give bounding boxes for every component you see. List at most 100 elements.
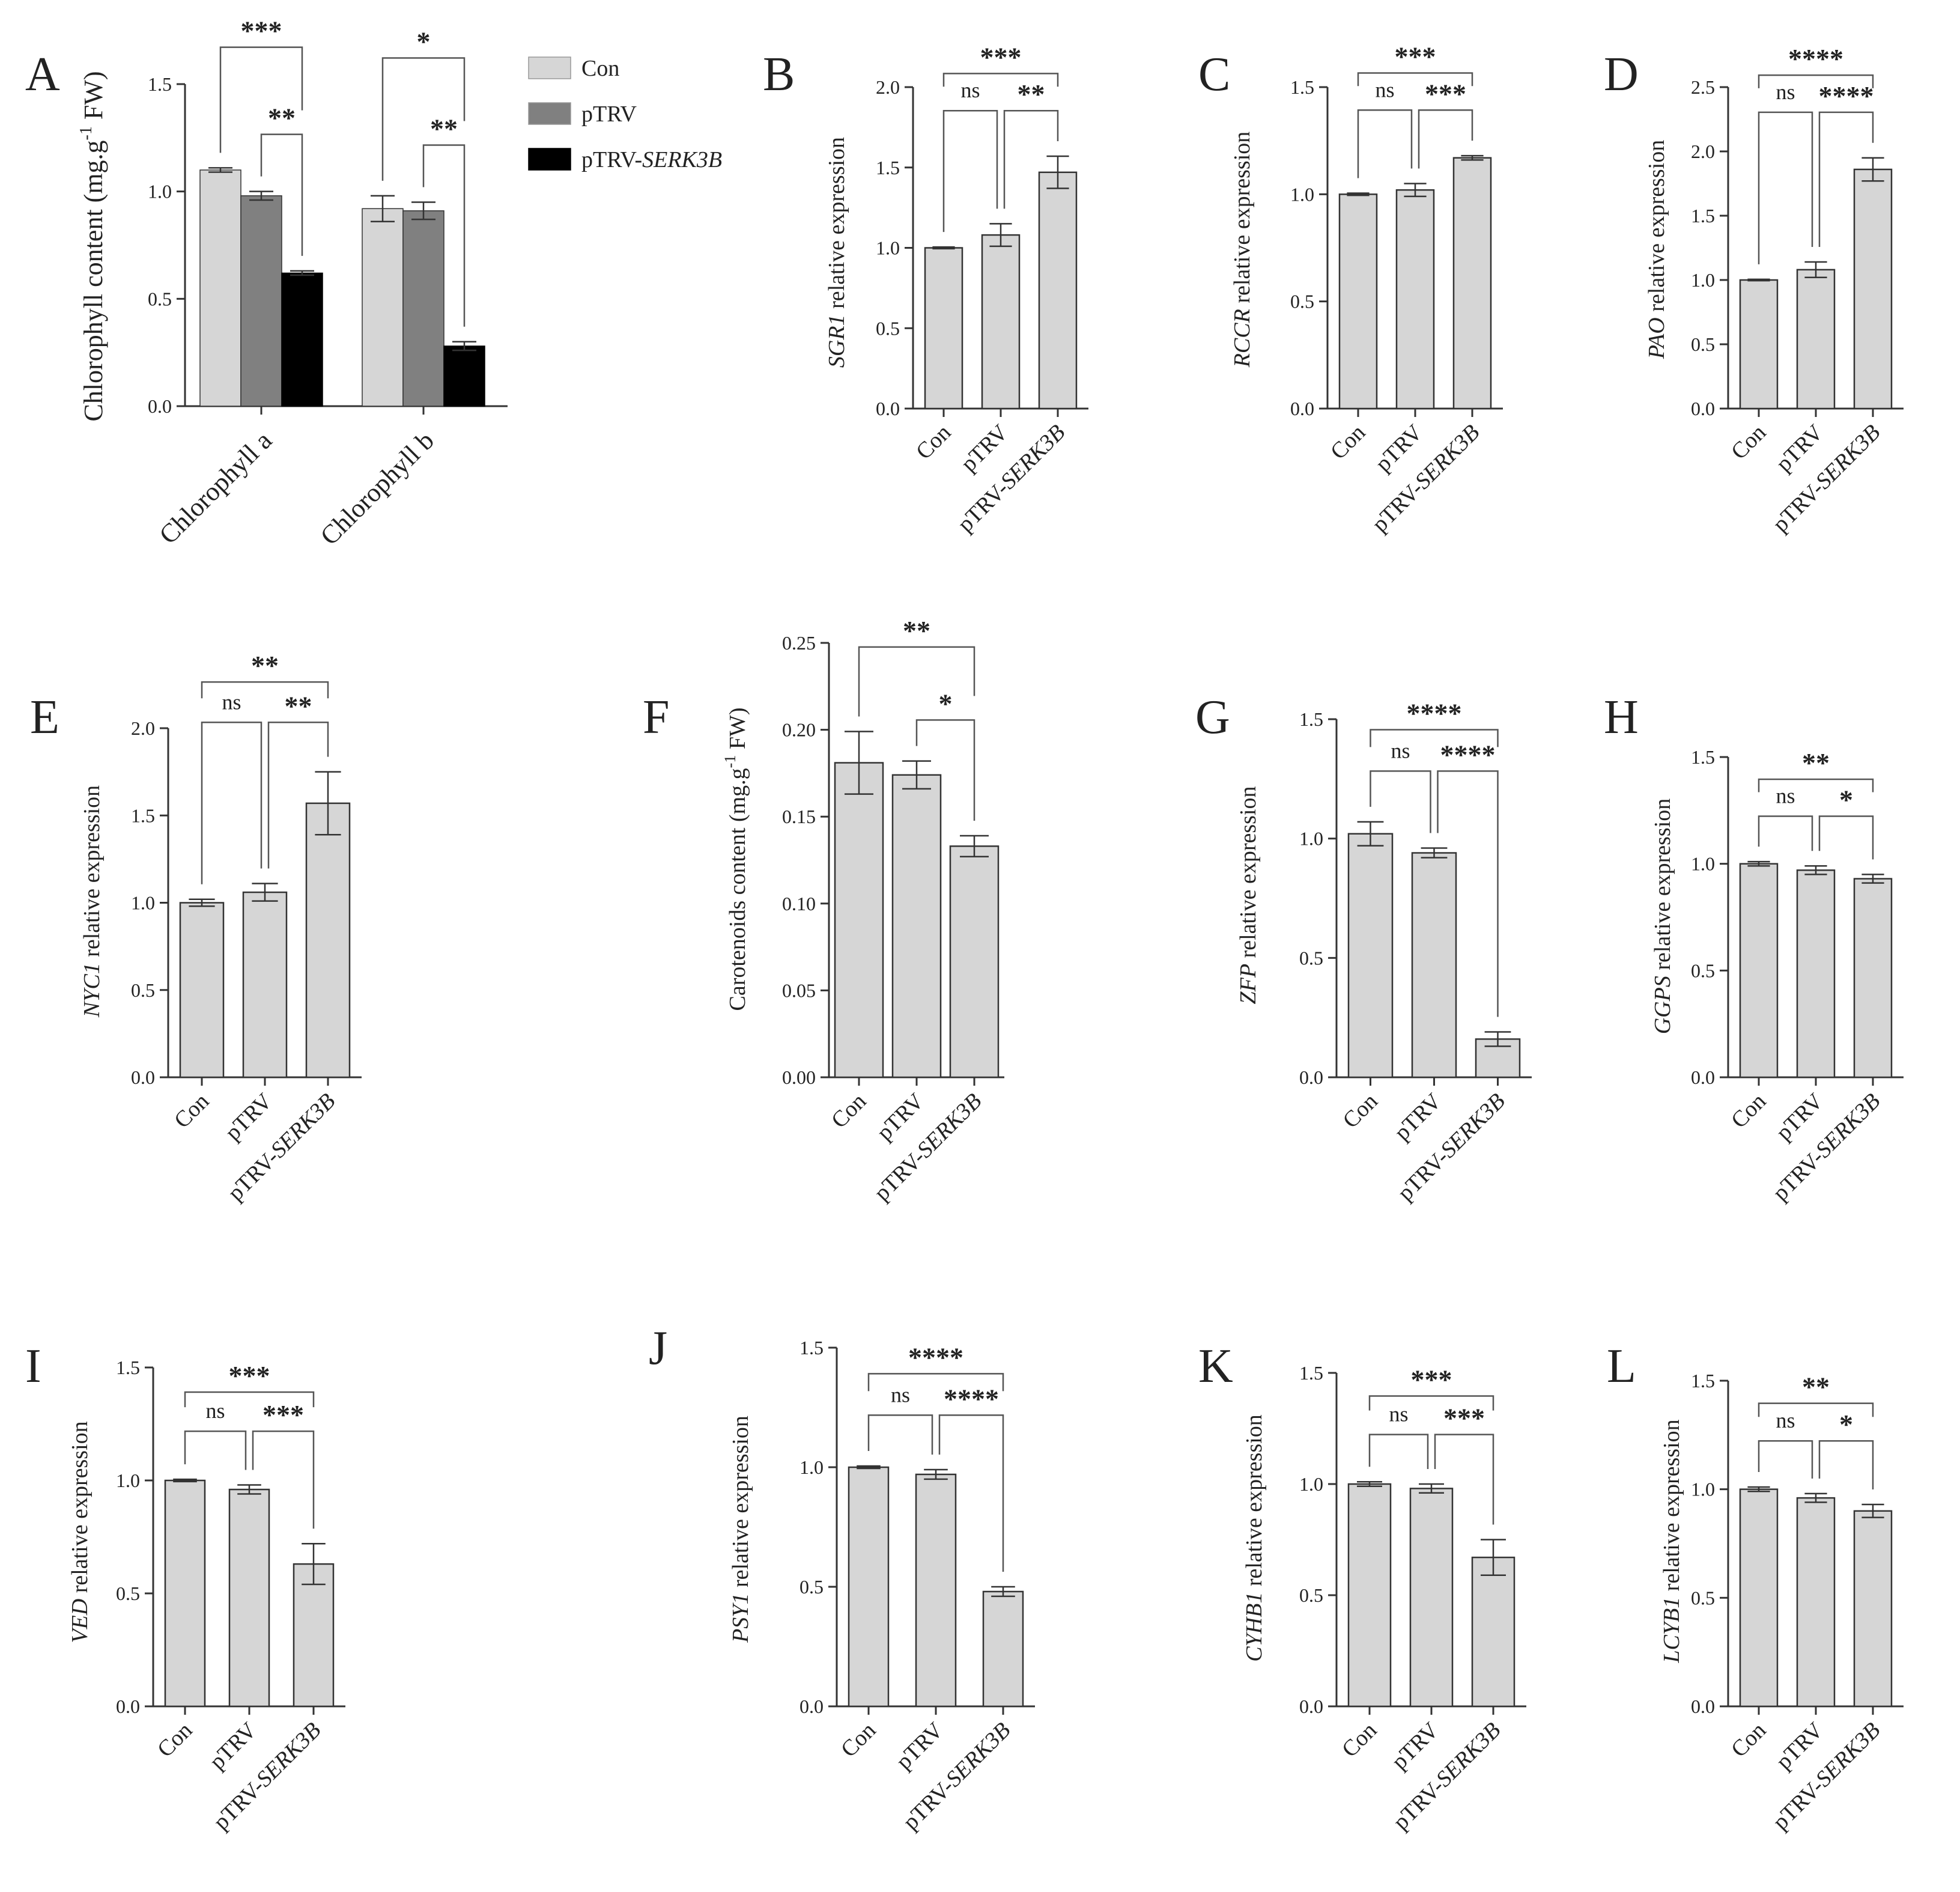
sig-pair-bracket xyxy=(1434,1434,1494,1525)
panel-B: B SGR1 relative expression 0.0 0.5 1.0 1.5 2.0… xyxy=(763,41,1088,537)
y-tick-label: 0.15 xyxy=(782,806,816,827)
y-axis-title: Chlorophyll content (mg.g-1 FW) xyxy=(77,71,108,421)
y-tick-label: 0.5 xyxy=(131,979,155,1001)
y-tick-label: 0.0 xyxy=(799,1696,824,1717)
sig-top-label: *** xyxy=(1411,1364,1452,1395)
legend-label-text: pTRV- xyxy=(581,147,642,172)
sig-ns-label: ns xyxy=(1389,1402,1408,1426)
y-axis-title-rest: relative expression xyxy=(1230,132,1255,309)
x-tick-label-gene: SERK3B xyxy=(1436,1089,1510,1163)
y-tick-label: 1.0 xyxy=(1290,183,1314,205)
bar-0 xyxy=(1739,863,1779,1078)
sig-top-bracket xyxy=(1758,778,1874,792)
sig-top-bracket xyxy=(1368,1395,1494,1411)
bar-1 xyxy=(240,195,282,407)
sig-ns-bracket xyxy=(1357,109,1413,178)
x-tick-label: Con xyxy=(1726,1089,1771,1134)
y-tick-label: 2.0 xyxy=(131,717,155,739)
x-tick-label-gene: SERK3B xyxy=(1431,1718,1506,1792)
panel-letter: G xyxy=(1195,691,1230,744)
y-axis-title-gene: SGR1 xyxy=(824,314,849,368)
legend-label-text: Con xyxy=(581,56,619,81)
y-tick-label: 0.20 xyxy=(782,719,816,741)
panel-K: K CYHB1 relative expression 0.0 0.5 1.0 1.5 Co… xyxy=(1198,1340,1526,1835)
panel-E: E NYC1 relative expression 0.0 0.5 1.0 1.5 2.0… xyxy=(30,650,362,1206)
y-tick-label: 1.5 xyxy=(1290,76,1314,98)
bar-0 xyxy=(1347,833,1394,1078)
y-tick-label: 1.0 xyxy=(116,1470,140,1491)
bar-1 xyxy=(402,210,444,407)
panel-letter: D xyxy=(1604,48,1639,101)
x-tick-label: Chlorophyll a xyxy=(153,425,278,550)
bar-2 xyxy=(982,1590,1024,1708)
sig-top-bracket xyxy=(867,1373,1004,1392)
y-axis-title-gene: GGPS xyxy=(1650,976,1675,1034)
sig-top-bracket xyxy=(201,681,329,699)
bar-0 xyxy=(1739,279,1779,410)
y-tick-label: 1.5 xyxy=(116,1357,140,1378)
sig-pair-bracket xyxy=(1418,109,1473,169)
bar-1 xyxy=(981,234,1021,410)
y-axis-title-rest: relative expression xyxy=(728,1416,753,1593)
y-tick-label: 0.0 xyxy=(1299,1696,1323,1717)
bar-2 xyxy=(1038,171,1078,410)
y-tick-label: 1.5 xyxy=(876,157,900,178)
x-tick-label-gene: SERK3B xyxy=(912,1089,987,1163)
y-tick-label: 0.5 xyxy=(876,317,900,339)
panel-letter: B xyxy=(763,48,795,101)
y-tick-label: 1.5 xyxy=(1691,746,1715,768)
y-tick-label: 0.10 xyxy=(782,893,816,914)
sig-pair-label: **** xyxy=(1819,81,1874,111)
y-axis-title-sup: -1 xyxy=(77,126,96,140)
sig-ns-bracket xyxy=(1758,815,1813,851)
sig-top-label: * xyxy=(417,26,431,57)
y-tick-label: 1.0 xyxy=(1299,828,1323,850)
y-tick-label: 0.5 xyxy=(799,1576,824,1598)
x-tick-label: Con xyxy=(169,1089,214,1134)
panel-letter: A xyxy=(25,48,60,101)
x-tick-label-gene: SERK3B xyxy=(941,1718,1016,1792)
bar-1 xyxy=(1796,269,1836,410)
y-tick-label: 0.5 xyxy=(1290,291,1314,312)
bar-2 xyxy=(1853,878,1893,1078)
bar-0 xyxy=(1338,193,1378,410)
bar-2 xyxy=(949,845,1000,1078)
legend-swatch xyxy=(528,102,571,125)
y-tick-label: 1.0 xyxy=(1691,1479,1715,1500)
panel-A: A Chlorophyll content (mg.g-1 FW) 0.0 0.5 1.… xyxy=(25,16,508,551)
y-axis-title: PSY1 relative expression xyxy=(728,1416,753,1643)
sig-ns-label: ns xyxy=(1776,1408,1795,1432)
bar-2 xyxy=(293,1563,335,1708)
x-tick-label: pTRV xyxy=(1389,1088,1446,1145)
y-axis-title-gene: CYHB1 xyxy=(1242,1592,1267,1662)
y-tick-label: 0.5 xyxy=(1299,1584,1323,1606)
bar-0 xyxy=(362,208,404,407)
sig-ns-label: ns xyxy=(960,78,980,102)
y-axis-title-gene: ZFP xyxy=(1236,964,1261,1005)
y-axis-title-rest: relative expression xyxy=(1644,140,1669,317)
legend-label: pTRV-SERK3B xyxy=(581,147,722,172)
x-tick-label: Con xyxy=(1726,420,1771,465)
bar-1 xyxy=(1409,1488,1454,1708)
x-tick-label: Con xyxy=(836,1718,881,1763)
bar-2 xyxy=(1471,1556,1516,1708)
bar-2 xyxy=(1853,1510,1893,1708)
sig-top-bracket xyxy=(381,57,466,181)
x-tick-label: pTRV xyxy=(220,1088,278,1145)
bar-0 xyxy=(924,247,963,410)
y-axis-title-rest: relative expression xyxy=(824,137,849,314)
panel-letter: F xyxy=(643,691,670,744)
bar-0 xyxy=(199,169,241,407)
y-tick-label: 1.0 xyxy=(131,892,155,914)
bar-0 xyxy=(164,1479,206,1708)
sig-pair-label: ** xyxy=(1018,79,1045,109)
sig-pair-bracket xyxy=(1818,815,1874,860)
panel-letter: I xyxy=(25,1340,41,1393)
panel-F: F Carotenoids content (mg.g-1 FW) 0.00 0.05… xyxy=(643,615,1004,1206)
sig-pair-label: *** xyxy=(262,1399,304,1430)
y-axis-title-rest: relative expression xyxy=(79,785,105,963)
sig-ns-label: ns xyxy=(205,1399,225,1423)
y-tick-label: 0.0 xyxy=(1691,1696,1715,1717)
y-tick-label: 1.5 xyxy=(1691,1370,1715,1392)
